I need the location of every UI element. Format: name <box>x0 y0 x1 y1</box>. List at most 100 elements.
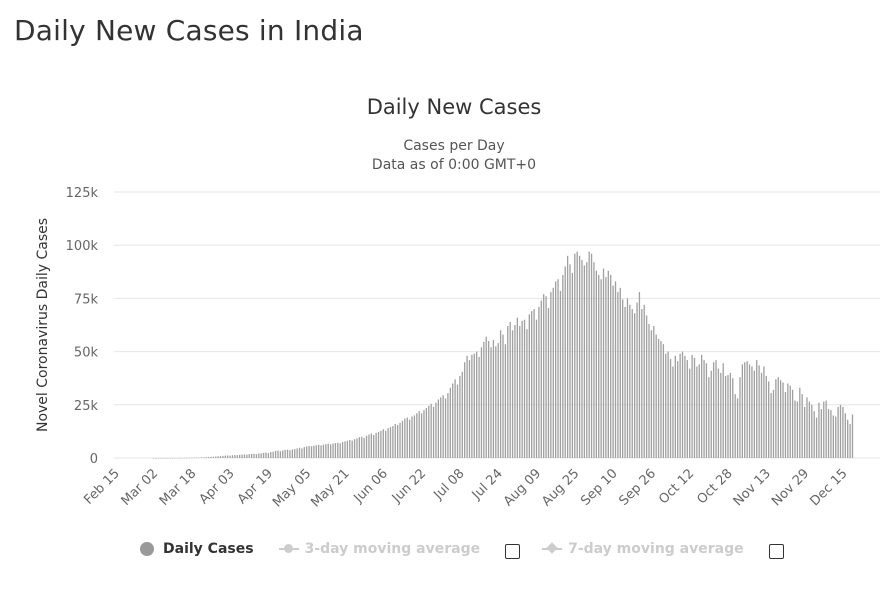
bar <box>215 456 217 458</box>
bar <box>511 330 514 458</box>
legend-label-7day-average: 7-day moving average <box>568 541 744 557</box>
bar <box>739 377 741 458</box>
bar <box>306 446 308 458</box>
bar <box>677 361 679 458</box>
bar <box>255 454 258 458</box>
bar <box>171 457 174 459</box>
bar <box>736 398 739 458</box>
legend-item-3day-average[interactable]: 3-day moving average <box>278 541 481 557</box>
grid-lines <box>114 191 880 459</box>
bar <box>483 342 485 458</box>
bar <box>480 347 483 458</box>
x-tick-label: Sep 10 <box>578 466 621 509</box>
bar <box>183 457 186 459</box>
bar <box>420 413 423 458</box>
bar <box>600 279 602 458</box>
legend-item-7day-average[interactable]: 7-day moving average <box>542 541 744 557</box>
x-tick-label: Aug 09 <box>501 466 544 509</box>
checkbox-3day-average[interactable] <box>505 543 521 559</box>
bar <box>653 326 655 458</box>
bar <box>746 361 748 458</box>
bar <box>411 416 413 458</box>
x-tick-label: Dec 15 <box>808 466 851 509</box>
bar <box>377 432 380 458</box>
bar <box>533 309 535 458</box>
bar <box>701 354 703 458</box>
bar <box>780 380 782 458</box>
bar <box>435 402 437 458</box>
bar <box>397 425 399 458</box>
bar <box>368 434 370 458</box>
bar <box>712 362 715 458</box>
x-tick-label: Apr 03 <box>197 466 238 507</box>
x-tick-label: Nov 13 <box>731 466 774 509</box>
line-circle-marker-icon <box>278 542 299 556</box>
bar <box>186 457 188 459</box>
bar <box>526 329 528 458</box>
bar <box>823 401 825 458</box>
bar <box>296 448 298 458</box>
bar <box>698 364 700 458</box>
bar <box>691 354 693 458</box>
bar <box>791 389 794 458</box>
bar <box>689 368 691 458</box>
bar <box>243 454 246 458</box>
bar <box>164 457 167 459</box>
bar <box>729 372 732 458</box>
bar <box>160 457 162 459</box>
bar <box>353 439 356 458</box>
bar <box>756 360 758 458</box>
bar <box>681 351 684 458</box>
bar <box>641 309 643 458</box>
bar <box>789 385 791 458</box>
bar <box>820 409 823 458</box>
bar <box>181 457 183 459</box>
bar <box>339 443 341 458</box>
x-tick-label: Oct 28 <box>695 466 736 507</box>
bar <box>777 377 779 458</box>
bar <box>581 260 583 458</box>
bar <box>686 360 688 458</box>
checkbox-7day-average[interactable] <box>768 543 784 559</box>
bar <box>760 372 763 458</box>
page-title: Daily New Cases in India <box>14 14 364 47</box>
bar <box>495 346 497 458</box>
x-tick-label: Sep 26 <box>616 466 659 509</box>
bar <box>521 320 523 458</box>
bar <box>246 454 248 458</box>
bar <box>839 404 842 458</box>
bar <box>643 304 645 458</box>
bar <box>827 409 830 458</box>
x-tick-label: May 21 <box>308 466 352 510</box>
bar <box>842 406 844 458</box>
y-tick-label: 100k <box>66 239 99 254</box>
bar <box>502 334 504 458</box>
bar <box>669 359 672 458</box>
bar <box>662 344 665 458</box>
x-tick-label: Aug 25 <box>539 466 582 509</box>
bar <box>588 251 590 458</box>
bar <box>806 397 808 458</box>
legend-label-3day-average: 3-day moving average <box>304 541 481 557</box>
bar <box>471 354 473 458</box>
bar <box>262 452 265 458</box>
bar <box>543 294 545 458</box>
legend-item-daily-cases[interactable]: Daily Cases <box>140 541 254 557</box>
bar <box>461 371 463 458</box>
x-tick-label: Nov 29 <box>769 466 812 509</box>
bar <box>547 307 550 458</box>
bar <box>622 299 624 458</box>
bar <box>811 404 813 458</box>
bar <box>313 445 315 458</box>
bar-series-daily-cases <box>152 251 854 459</box>
bar <box>456 384 459 458</box>
bar <box>768 381 770 458</box>
bar <box>250 453 253 458</box>
bar <box>595 270 597 458</box>
bar <box>703 360 705 458</box>
bar <box>818 402 820 458</box>
bar <box>454 379 456 458</box>
bar <box>803 406 806 458</box>
bar <box>466 355 468 458</box>
bar <box>631 309 633 458</box>
